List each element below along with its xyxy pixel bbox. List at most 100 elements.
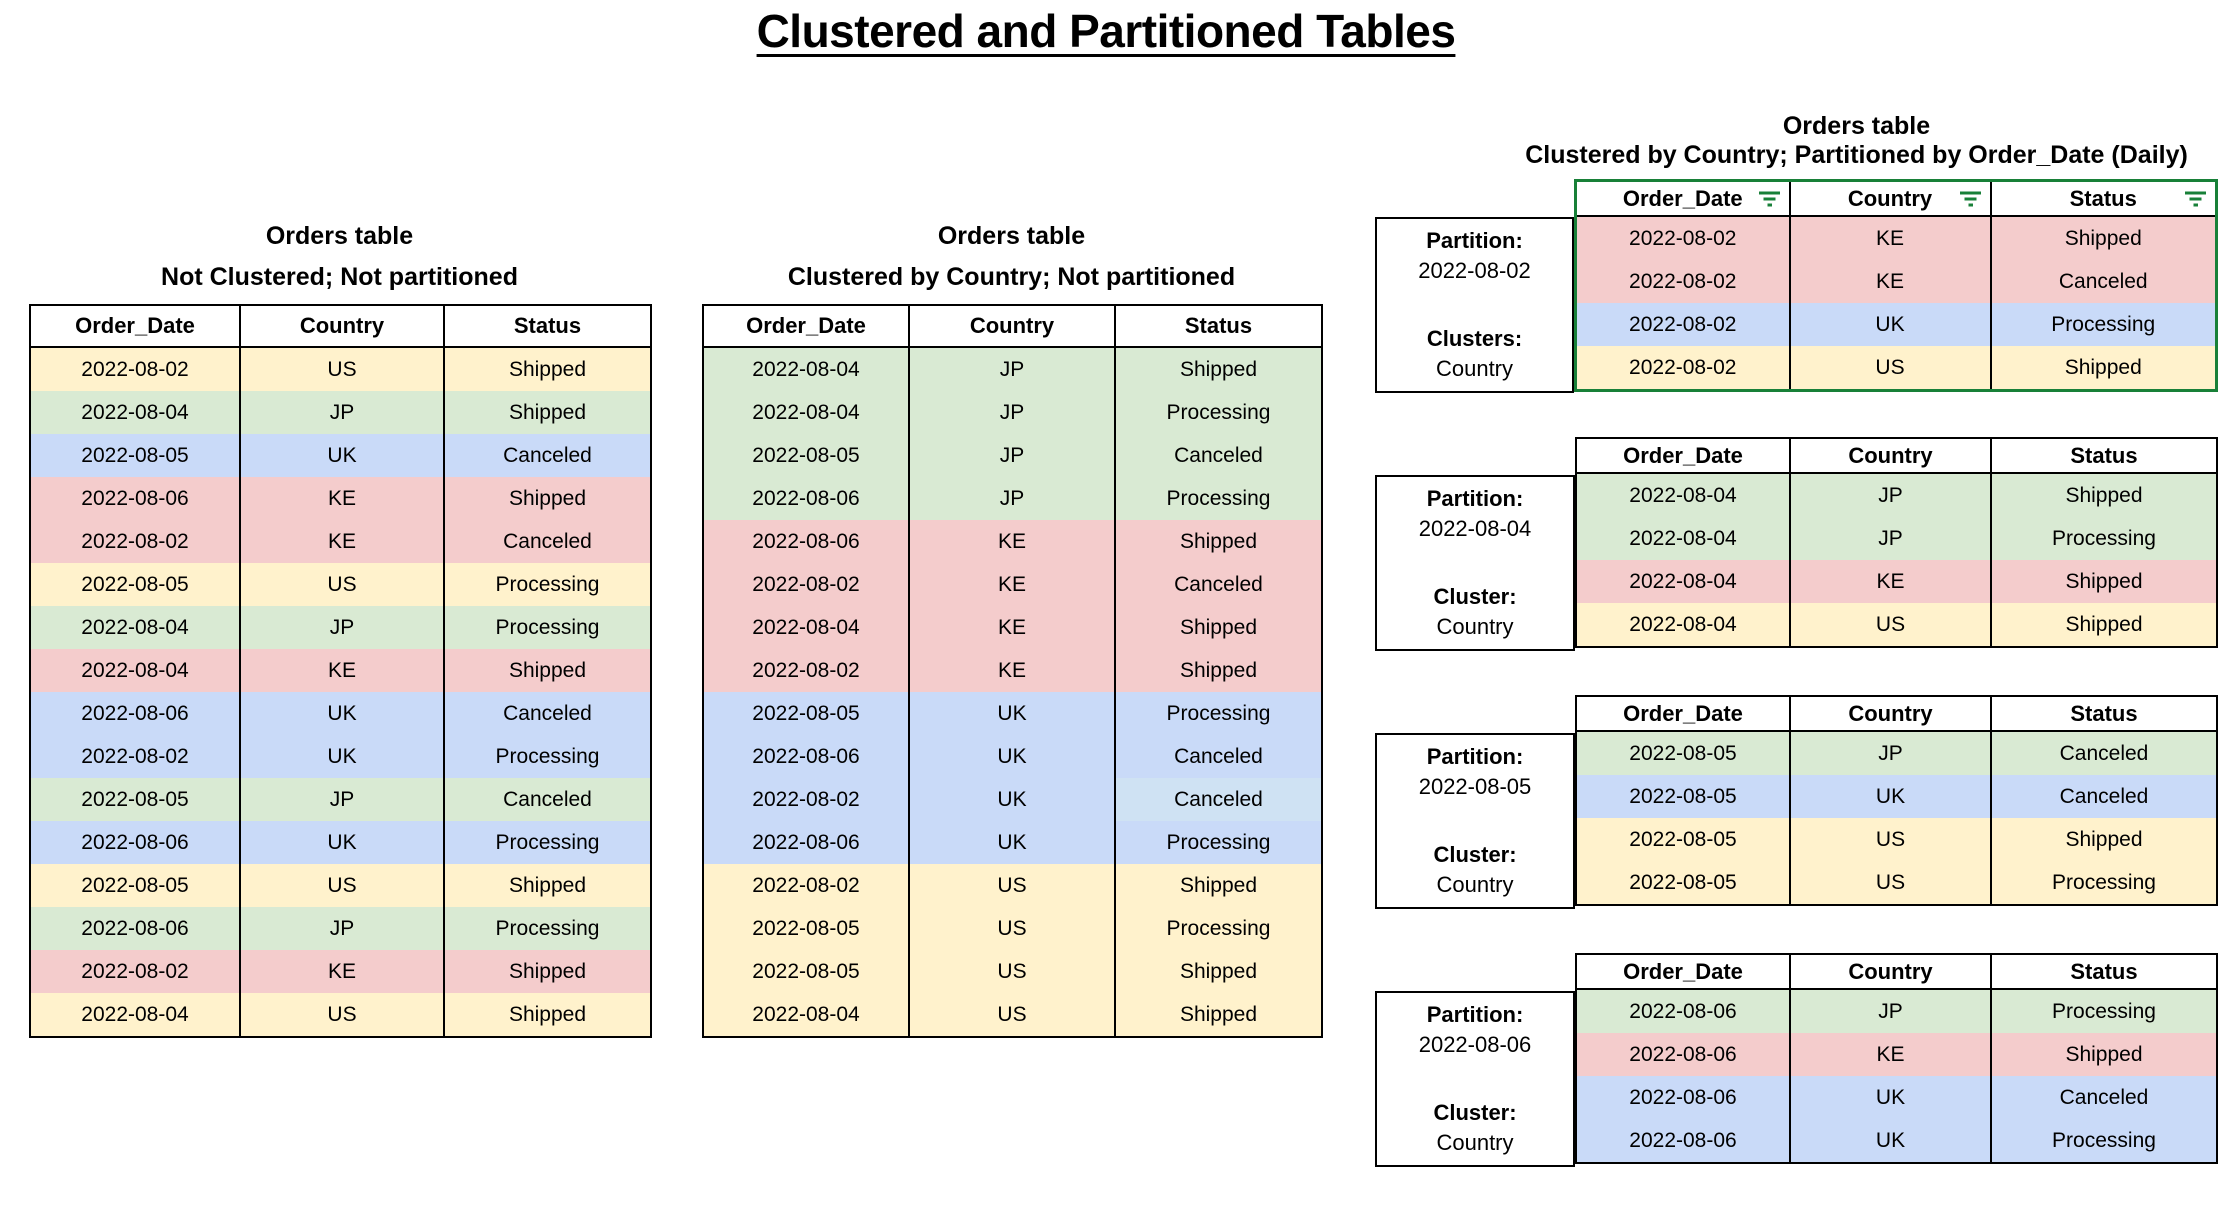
- cell-status: Processing: [443, 606, 651, 649]
- cell-country: UK: [908, 821, 1115, 864]
- table-row: 2022-08-06 UK Processing: [703, 821, 1322, 864]
- cell-order-date: 2022-08-04: [703, 391, 909, 434]
- cell-order-date: 2022-08-05: [1576, 775, 1790, 818]
- filter-icon[interactable]: [1959, 190, 1983, 208]
- cell-order-date: 2022-08-02: [30, 520, 240, 563]
- table-row: 2022-08-02 KE Shipped: [1575, 216, 2217, 260]
- cell-status: Canceled: [1114, 778, 1322, 821]
- table-row: 2022-08-05 US Shipped: [30, 864, 651, 907]
- cell-status: Processing: [1114, 907, 1322, 950]
- table-row: 2022-08-04 US Shipped: [1576, 603, 2217, 647]
- partition-value: 2022-08-02: [1418, 258, 1531, 283]
- cell-status: Shipped: [1989, 216, 2217, 260]
- table-row: 2022-08-04 KE Shipped: [703, 606, 1322, 649]
- cell-status: Shipped: [443, 477, 651, 520]
- table-row: 2022-08-05 JP Canceled: [703, 434, 1322, 477]
- cell-order-date: 2022-08-04: [30, 649, 240, 692]
- cell-country: US: [239, 993, 444, 1037]
- cell-country: UK: [1789, 1076, 1991, 1119]
- partition-table-2022-08-04: Order_Date Country Status 2022-08-04 JP …: [1575, 437, 2218, 648]
- right-table-title: Orders table: [1782, 112, 1931, 140]
- cell-status: Shipped: [1114, 864, 1322, 907]
- cell-country: UK: [908, 692, 1115, 735]
- page-title: Clustered and Partitioned Tables: [756, 5, 1456, 57]
- cell-country: US: [908, 907, 1115, 950]
- partition-group: Partition: 2022-08-04: [1377, 484, 1573, 544]
- partition-label-box: Partition: 2022-08-04 Cluster: Country: [1375, 475, 1575, 651]
- middle-table-subtitle: Clustered by Country; Not partitioned: [787, 263, 1236, 291]
- cell-status: Processing: [1114, 692, 1322, 735]
- partition-label-box: Partition: 2022-08-05 Cluster: Country: [1375, 733, 1575, 909]
- cell-country: UK: [239, 692, 444, 735]
- table-row: 2022-08-06 JP Processing: [1576, 989, 2217, 1033]
- table-row: 2022-08-02 KE Shipped: [30, 950, 651, 993]
- filter-icon[interactable]: [1758, 190, 1782, 208]
- cell-country: JP: [1789, 473, 1991, 517]
- filter-icon[interactable]: [2184, 190, 2208, 208]
- cell-country: KE: [908, 606, 1115, 649]
- partition-block-2022-08-05: Partition: 2022-08-05 Cluster: Country O…: [1375, 695, 2218, 909]
- cell-status: Processing: [1989, 303, 2217, 346]
- right-table-subtitle: Clustered by Country; Partitioned by Ord…: [1525, 141, 2188, 169]
- partition-block-2022-08-04: Partition: 2022-08-04 Cluster: Country O…: [1375, 437, 2218, 651]
- cell-status: Canceled: [1990, 775, 2217, 818]
- cell-status: Shipped: [1114, 950, 1322, 993]
- cell-country: JP: [908, 347, 1115, 391]
- cell-country: US: [239, 864, 444, 907]
- cell-country: JP: [908, 434, 1115, 477]
- cell-country: JP: [1789, 517, 1991, 560]
- cell-country: UK: [239, 821, 444, 864]
- orders-table-unclustered: Order_Date Country Status 2022-08-02 US …: [29, 304, 652, 1038]
- table-row: 2022-08-05 US Processing: [30, 563, 651, 606]
- partition-group: Partition: 2022-08-02: [1377, 226, 1572, 286]
- cell-country: KE: [1789, 1033, 1991, 1076]
- table-row: 2022-08-06 KE Shipped: [703, 520, 1322, 563]
- col-header-status: Status: [1990, 438, 2217, 474]
- cell-status: Shipped: [443, 649, 651, 692]
- cell-order-date: 2022-08-04: [703, 347, 909, 391]
- header-row: Order_Date Country Status: [1576, 696, 2217, 732]
- table-row: 2022-08-05 US Shipped: [703, 950, 1322, 993]
- cell-status: Canceled: [443, 434, 651, 477]
- cell-country: UK: [239, 735, 444, 778]
- col-header-order-date: Order_Date: [1576, 438, 1790, 474]
- table-row: 2022-08-02 US Shipped: [30, 347, 651, 391]
- table-row: 2022-08-04 JP Shipped: [30, 391, 651, 434]
- table-row: 2022-08-06 JP Processing: [703, 477, 1322, 520]
- cell-order-date: 2022-08-02: [1575, 346, 1790, 391]
- table-row: 2022-08-05 UK Processing: [703, 692, 1322, 735]
- partition-label: Partition:: [1426, 1002, 1524, 1027]
- cell-order-date: 2022-08-06: [703, 520, 909, 563]
- col-header-country: Country: [1789, 438, 1991, 474]
- cell-order-date: 2022-08-05: [30, 434, 240, 477]
- cell-order-date: 2022-08-05: [1576, 861, 1790, 905]
- cell-order-date: 2022-08-02: [703, 649, 909, 692]
- cluster-group: Cluster: Country: [1377, 840, 1573, 900]
- cell-status: Shipped: [1114, 606, 1322, 649]
- cell-status: Shipped: [1990, 473, 2217, 517]
- cluster-label: Clusters:: [1426, 326, 1523, 351]
- cell-country: JP: [239, 391, 444, 434]
- left-table-subtitle: Not Clustered; Not partitioned: [161, 263, 518, 291]
- table-row: 2022-08-04 US Shipped: [703, 993, 1322, 1037]
- cell-order-date: 2022-08-02: [30, 347, 240, 391]
- partition-block-2022-08-06: Partition: 2022-08-06 Cluster: Country O…: [1375, 953, 2218, 1167]
- cell-country: KE: [239, 520, 444, 563]
- cell-country: UK: [1789, 1119, 1991, 1163]
- header-row: Order_Date Country Status: [703, 305, 1322, 348]
- cluster-value: Country: [1435, 356, 1514, 381]
- section-clustered-and-partitioned: Orders table Clustered by Country; Parti…: [1375, 112, 2218, 1211]
- partition-group: Partition: 2022-08-06: [1377, 1000, 1573, 1060]
- table-row: 2022-08-05 JP Canceled: [1576, 731, 2217, 775]
- cell-country: JP: [908, 477, 1115, 520]
- cell-status: Canceled: [443, 692, 651, 735]
- col-header-status: Status: [443, 305, 651, 348]
- cell-order-date: 2022-08-05: [1576, 731, 1790, 775]
- cell-country: US: [239, 347, 444, 391]
- cell-order-date: 2022-08-05: [30, 864, 240, 907]
- table-row: 2022-08-05 US Processing: [703, 907, 1322, 950]
- table-row: 2022-08-04 KE Shipped: [30, 649, 651, 692]
- table-row: 2022-08-04 JP Processing: [1576, 517, 2217, 560]
- cell-order-date: 2022-08-06: [30, 477, 240, 520]
- cell-status: Shipped: [1990, 560, 2217, 603]
